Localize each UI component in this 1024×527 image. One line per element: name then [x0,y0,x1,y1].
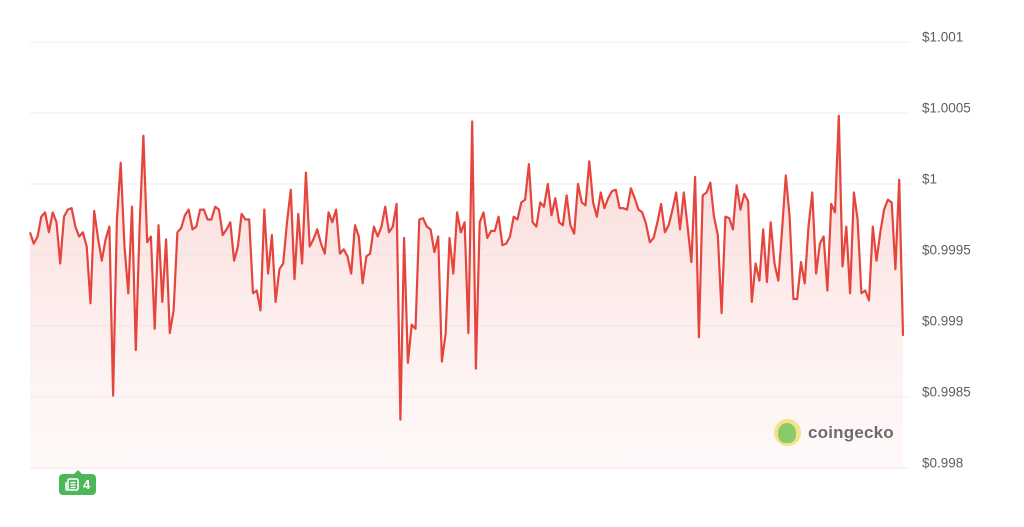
y-tick-label: $1 [922,171,938,187]
watermark-text: coingecko [808,422,894,442]
news-badge[interactable]: 4 [59,470,97,495]
gecko-logo-icon [774,419,801,446]
y-tick-label: $0.9995 [922,242,971,258]
y-tick-label: $1.0005 [922,100,971,116]
coingecko-watermark: coingecko [774,419,894,446]
y-tick-label: $1.001 [922,29,964,45]
newspaper-icon [65,478,79,491]
y-tick-label: $0.998 [922,455,964,471]
y-tick-label: $0.9985 [922,384,971,400]
price-line [28,114,905,421]
news-count: 4 [83,477,91,492]
y-tick-label: $0.999 [922,313,964,329]
